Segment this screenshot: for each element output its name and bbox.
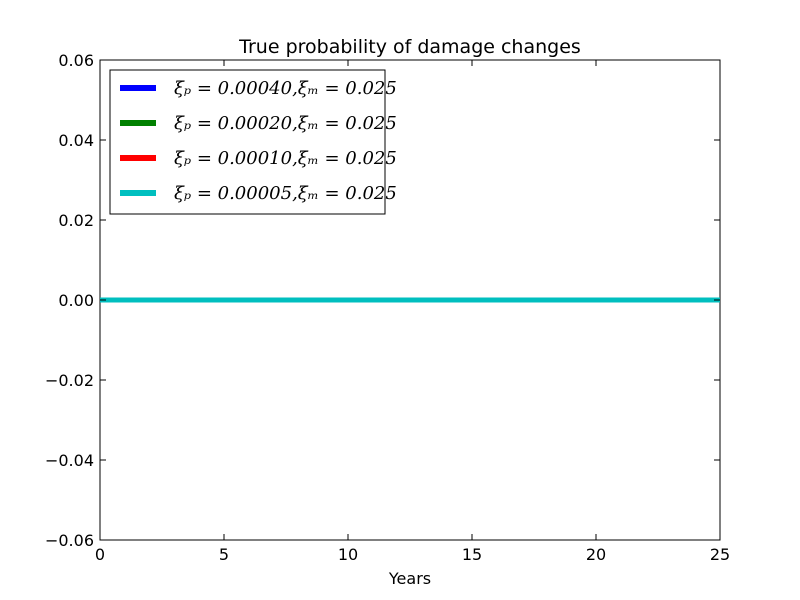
x-tick-label: 20 — [586, 545, 606, 564]
y-axis-ticks: −0.06 −0.04 −0.02 0.00 0.02 0.04 0.06 — [45, 51, 720, 550]
legend-label-1: ξₚ = 0.00040,ξₘ = 0.025 — [174, 78, 397, 99]
x-tick-label: 25 — [710, 545, 730, 564]
legend-label-2: ξₚ = 0.00020,ξₘ = 0.025 — [174, 113, 397, 134]
legend-label-4: ξₚ = 0.00005,ξₘ = 0.025 — [174, 183, 397, 204]
x-axis-label: Years — [388, 569, 431, 588]
chart-title: True probability of damage changes — [238, 36, 581, 58]
y-tick-label: −0.04 — [45, 451, 94, 470]
y-tick-label: −0.06 — [45, 531, 94, 550]
legend-label-3: ξₚ = 0.00010,ξₘ = 0.025 — [174, 148, 397, 169]
legend: ξₚ = 0.00040,ξₘ = 0.025 ξₚ = 0.00020,ξₘ =… — [109, 69, 397, 215]
y-tick-label: 0.04 — [58, 131, 94, 150]
y-tick-label: 0.00 — [58, 291, 94, 310]
x-tick-label: 10 — [338, 545, 358, 564]
y-tick-label: 0.06 — [58, 51, 94, 70]
x-tick-label: 0 — [95, 545, 105, 564]
y-tick-label: −0.02 — [45, 371, 94, 390]
x-tick-label: 15 — [462, 545, 482, 564]
y-tick-label: 0.02 — [58, 211, 94, 230]
x-axis-ticks: 0 5 10 15 20 25 — [95, 60, 730, 564]
x-tick-label: 5 — [219, 545, 229, 564]
